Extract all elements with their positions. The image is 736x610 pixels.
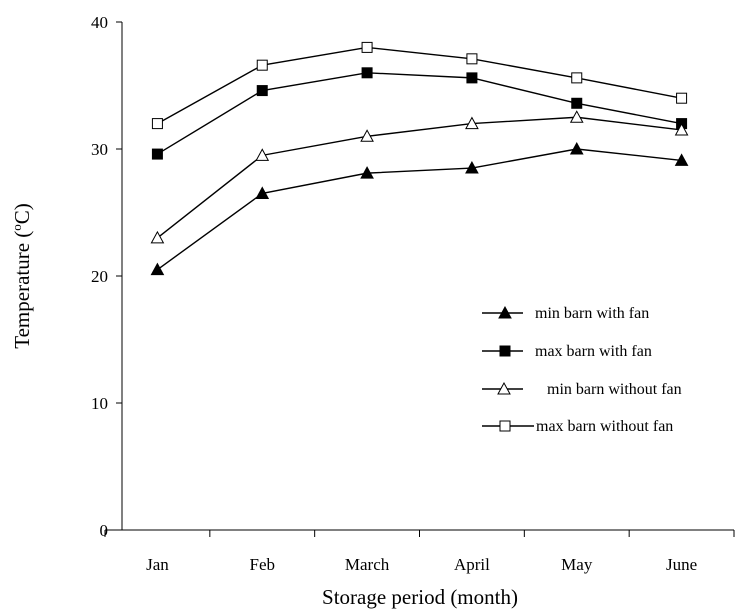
data-point [151, 148, 163, 160]
y-tick-label: 10 [91, 394, 108, 413]
legend-marker [499, 345, 511, 357]
data-point [361, 67, 373, 79]
series-layer [150, 41, 689, 276]
data-point [255, 148, 270, 161]
data-point [674, 122, 689, 136]
legend-marker [499, 420, 511, 432]
data-point [150, 230, 165, 244]
series-line [157, 72, 682, 155]
legend-label: max barn without fan [536, 418, 673, 435]
x-tick-label: May [561, 555, 593, 574]
legend-item: max barn without fan [482, 418, 673, 435]
data-point [571, 97, 583, 109]
y-tick-label: 30 [91, 140, 108, 159]
legend-marker [497, 381, 511, 395]
data-point [569, 141, 584, 155]
data-point [360, 166, 374, 179]
x-tick-label: March [345, 555, 390, 574]
data-point [465, 161, 479, 174]
legend-item: min barn without fan [482, 381, 682, 398]
data-point [466, 53, 478, 65]
legend: min barn with fan max barn with fan min ba… [482, 305, 682, 435]
data-point [151, 118, 163, 130]
series-3 [150, 110, 689, 244]
data-point [150, 262, 165, 276]
legend-item: max barn with fan [482, 343, 652, 360]
y-tick-label: 0 [100, 521, 109, 540]
data-point [465, 116, 479, 130]
data-point [255, 186, 270, 199]
legend-label: max barn with fan [535, 343, 652, 360]
series-line [157, 46, 682, 125]
series-line [156, 116, 682, 239]
series-1 [150, 141, 689, 276]
x-tick-label: April [454, 555, 490, 574]
axes [105, 22, 734, 531]
series-line [157, 148, 682, 271]
data-point [676, 92, 688, 104]
legend-item: min barn with fan [482, 305, 649, 322]
y-tick-label: 20 [91, 267, 108, 286]
data-point [674, 153, 689, 166]
y-tick-label: 40 [91, 13, 108, 32]
data-point [569, 110, 584, 123]
x-ticks: Jan Feb March April May June [104, 530, 735, 574]
x-axis-title: Storage period (month) [322, 585, 518, 609]
x-tick-label: Jan [146, 555, 169, 574]
data-point [256, 85, 268, 97]
y-ticks: 0 10 20 30 40 [91, 13, 122, 540]
data-point [466, 72, 478, 84]
data-point [360, 129, 374, 142]
data-point [361, 41, 373, 53]
series-4 [151, 41, 688, 130]
legend-label: min barn with fan [535, 305, 649, 322]
y-axis-title: Temperature (oC) [9, 203, 34, 349]
x-tick-label: Feb [250, 555, 276, 574]
legend-label: min barn without fan [547, 381, 682, 398]
data-point [256, 59, 268, 71]
x-tick-label: June [666, 555, 697, 574]
data-point [571, 72, 583, 84]
legend-marker [498, 305, 512, 319]
